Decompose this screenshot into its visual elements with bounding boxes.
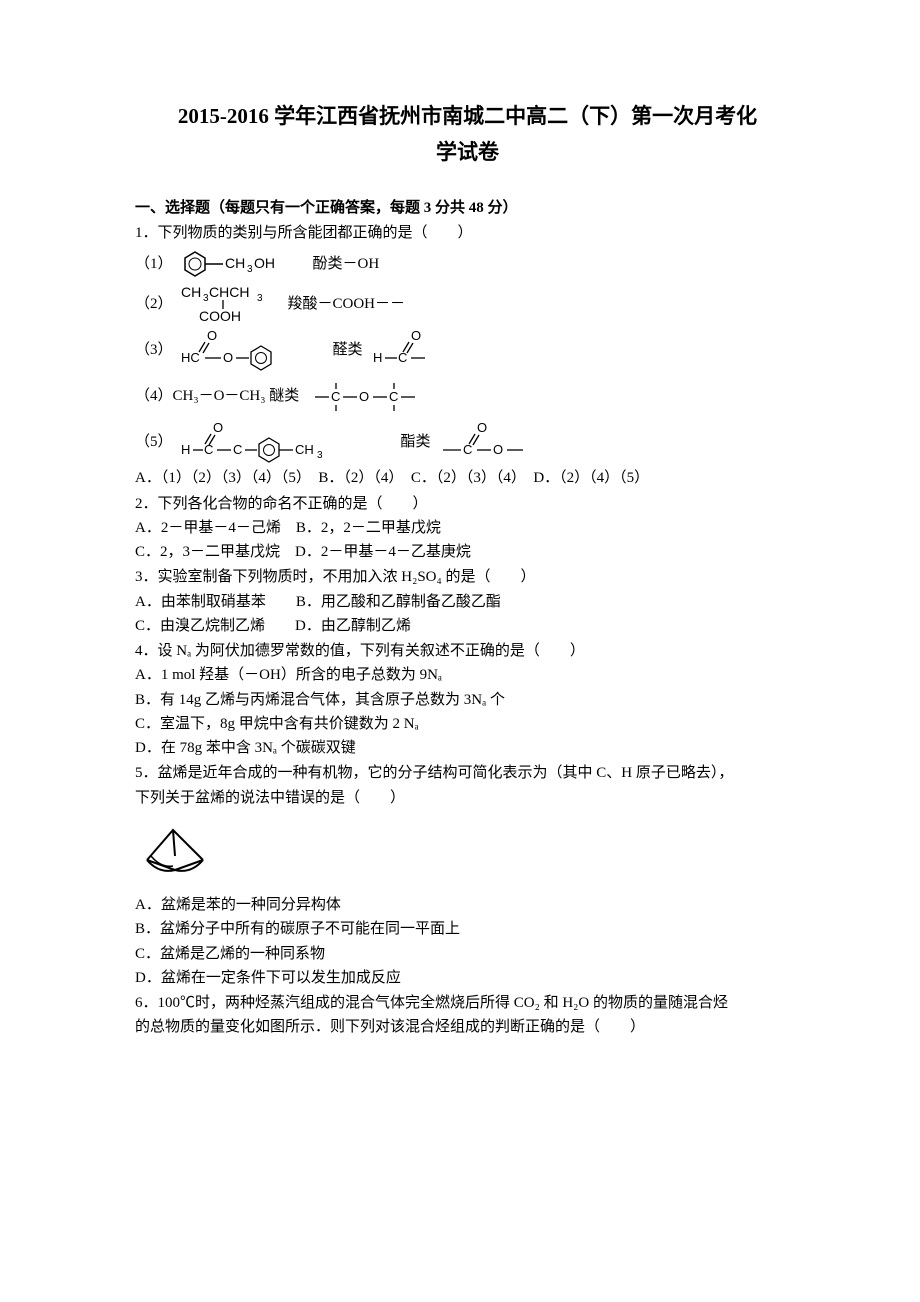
q5-diagram: [135, 816, 800, 888]
q2-optA: A．2－甲基－4－己烯 B．2，2－二甲基戊烷: [135, 517, 800, 540]
svg-text:O: O: [477, 420, 487, 435]
question-4: 4．设 Nₐ 为阿伏加德罗常数的值，下列有关叙述不正确的是（ ） A．1 mol…: [135, 640, 800, 760]
q4-stem: 4．设 Nₐ 为阿伏加德罗常数的值，下列有关叙述不正确的是（ ）: [135, 640, 800, 663]
q1-item-2-label: （2）: [135, 293, 173, 316]
question-6: 6．100℃时，两种烃蒸汽组成的混合气体完全燃烧后所得 CO₂ 和 H₂O 的物…: [135, 992, 800, 1040]
svg-text:COOH: COOH: [199, 308, 241, 324]
q1-structure-2: CH 3 CHCH 3 COOH: [179, 283, 284, 325]
q3-stem: 3．实验室制备下列物质时，不用加入浓 H₂SO₄ 的是（ ）: [135, 566, 800, 589]
q1-item-4: （4）CH₃－O－CH₃ 醚类 C O C: [135, 375, 800, 417]
q4-optD: D．在 78g 苯中含 3Nₐ 个碳碳双键: [135, 737, 800, 760]
svg-text:C: C: [204, 442, 213, 457]
question-2: 2．下列各化合物的命名不正确的是（ ） A．2－甲基－4－己烯 B．2，2－二甲…: [135, 493, 800, 565]
q5-stem-1: 5．盆烯是近年合成的一种有机物，它的分子结构可简化表示为（其中 C、H 原子已略…: [135, 762, 800, 785]
svg-text:C: C: [398, 350, 407, 365]
svg-text:3: 3: [257, 293, 263, 304]
svg-text:C: C: [233, 442, 242, 457]
svg-text:3: 3: [247, 264, 253, 275]
q1-item-3: （3） O HC O 醛类 O H C: [135, 328, 800, 372]
svg-text:HC: HC: [181, 350, 200, 365]
svg-text:O: O: [411, 328, 421, 343]
svg-text:3: 3: [317, 450, 323, 461]
svg-text:C: C: [331, 389, 340, 404]
svg-text:O: O: [207, 328, 217, 343]
q1-structure-5: O H C C CH 3: [179, 420, 389, 464]
q1-structure-1: CH 3 OH: [179, 248, 309, 280]
q1-item-1: （1） CH 3 OH 酚类－OH: [135, 248, 800, 280]
q3-optC: C．由溴乙烷制乙烯 D．由乙醇制乙烯: [135, 615, 800, 638]
q1-structure-3b: O H C: [371, 328, 451, 372]
q1-structure-3: O HC O: [179, 328, 329, 372]
q3-optA: A．由苯制取硝基苯 B．用乙酸和乙醇制备乙酸乙酯: [135, 591, 800, 614]
q4-optB: B．有 14g 乙烯与丙烯混合气体，其含原子总数为 3Nₐ 个: [135, 689, 800, 712]
q5-stem-2: 下列关于盆烯的说法中错误的是（ ）: [135, 787, 800, 810]
q2-stem: 2．下列各化合物的命名不正确的是（ ）: [135, 493, 800, 516]
svg-text:O: O: [493, 442, 503, 457]
title-line-2: 学试卷: [135, 136, 800, 166]
question-1: 1．下列物质的类别与所含能团都正确的是（ ） （1） CH 3 OH 酚类－OH…: [135, 222, 800, 491]
svg-text:CH: CH: [181, 284, 201, 300]
q1-structure-5b: O C O: [439, 420, 539, 464]
q5-optD: D．盆烯在一定条件下可以发生加成反应: [135, 967, 800, 990]
q1-item-1-label: （1）: [135, 253, 173, 276]
svg-text:O: O: [359, 389, 369, 404]
q5-optA: A．盆烯是苯的一种同分异构体: [135, 894, 800, 917]
svg-text:H: H: [181, 442, 190, 457]
q5-optB: B．盆烯分子中所有的碳原子不可能在同一平面上: [135, 918, 800, 941]
q1-item-3-after: 醛类: [333, 339, 363, 362]
section-header: 一、选择题（每题只有一个正确答案，每题 3 分共 48 分）: [135, 196, 800, 217]
svg-text:CHCH: CHCH: [209, 284, 249, 300]
svg-text:O: O: [223, 350, 233, 365]
q5-optC: C．盆烯是乙烯的一种同系物: [135, 943, 800, 966]
q1-stem: 1．下列物质的类别与所含能团都正确的是（ ）: [135, 222, 800, 245]
q4-optA: A．1 mol 羟基（－OH）所含的电子总数为 9Nₐ: [135, 664, 800, 687]
q1-item-2: （2） CH 3 CHCH 3 COOH 羧酸－COOH－－: [135, 283, 800, 325]
q1-item-5: （5） O H C C CH 3 酯类 O: [135, 420, 800, 464]
q1-item-5-after: 酯类: [401, 431, 431, 454]
svg-text:H: H: [373, 350, 382, 365]
svg-text:OH: OH: [254, 255, 275, 271]
q1-item-5-label: （5）: [135, 431, 173, 454]
svg-text:CH: CH: [295, 442, 314, 457]
svg-text:C: C: [389, 389, 398, 404]
q6-stem-2: 的总物质的量变化如图所示．则下列对该混合烃组成的判断正确的是（ ）: [135, 1016, 800, 1039]
q1-item-3-label: （3）: [135, 339, 173, 362]
svg-text:O: O: [213, 420, 223, 435]
q1-structure-4: C O C: [311, 375, 451, 417]
q6-stem-1: 6．100℃时，两种烃蒸汽组成的混合气体完全燃烧后所得 CO₂ 和 H₂O 的物…: [135, 992, 800, 1015]
title-line-1: 2015-2016 学年江西省抚州市南城二中高二（下）第一次月考化: [135, 100, 800, 130]
question-3: 3．实验室制备下列物质时，不用加入浓 H₂SO₄ 的是（ ） A．由苯制取硝基苯…: [135, 566, 800, 638]
q4-optC: C．室温下，8g 甲烷中含有共价键数为 2 Nₐ: [135, 713, 800, 736]
svg-text:C: C: [463, 442, 472, 457]
q1-item-1-after: 酚类－OH: [313, 253, 380, 276]
q1-item-2-after: 羧酸－COOH－－: [288, 293, 406, 316]
svg-text:CH: CH: [225, 255, 245, 271]
q1-options: A．（1）（2）（3）（4）（5） B．（2）（4） C．（2）（3）（4） D…: [135, 467, 800, 490]
q2-optC: C．2，3－二甲基戊烷 D．2－甲基－4－乙基庚烷: [135, 541, 800, 564]
question-5: 5．盆烯是近年合成的一种有机物，它的分子结构可简化表示为（其中 C、H 原子已略…: [135, 762, 800, 990]
q1-item-4-label: （4）CH₃－O－CH₃ 醚类: [135, 385, 299, 408]
